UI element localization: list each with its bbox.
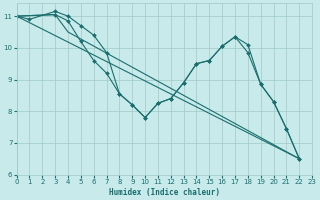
X-axis label: Humidex (Indice chaleur): Humidex (Indice chaleur) xyxy=(109,188,220,197)
